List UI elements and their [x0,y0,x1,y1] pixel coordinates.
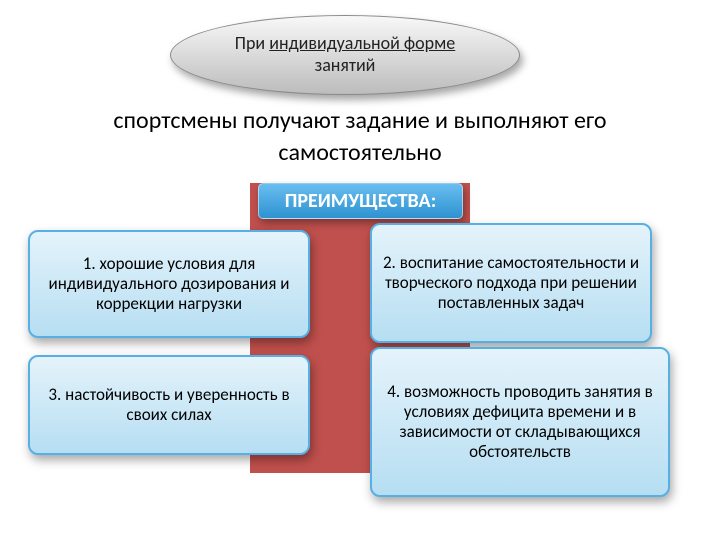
advantages-label-wrap: ПРЕИМУЩЕСТВА: [258,183,463,219]
title-ellipse: При индивидуальной форме занятий [170,15,520,95]
ellipse-prefix: При [235,32,269,54]
ellipse-underlined: индивидуальной форме [269,32,455,54]
description-text: спортсмены получают задание и выполняют … [60,105,660,170]
advantages-label: ПРЕИМУЩЕСТВА: [258,183,463,219]
advantage-card-2: 2. воспитание самостоятельности и творче… [370,223,652,343]
slide-stage: При индивидуальной форме занятий спортсм… [0,0,720,540]
title-ellipse-inner: При индивидуальной форме занятий [170,15,520,95]
advantage-card-3: 3. настойчивость и уверенность в своих с… [28,355,310,455]
advantage-card-4: 4. возможность проводить занятия в услов… [370,347,670,497]
ellipse-suffix: занятий [315,54,376,76]
advantage-card-1: 1. хорошие условия для индивидуального д… [28,230,310,338]
